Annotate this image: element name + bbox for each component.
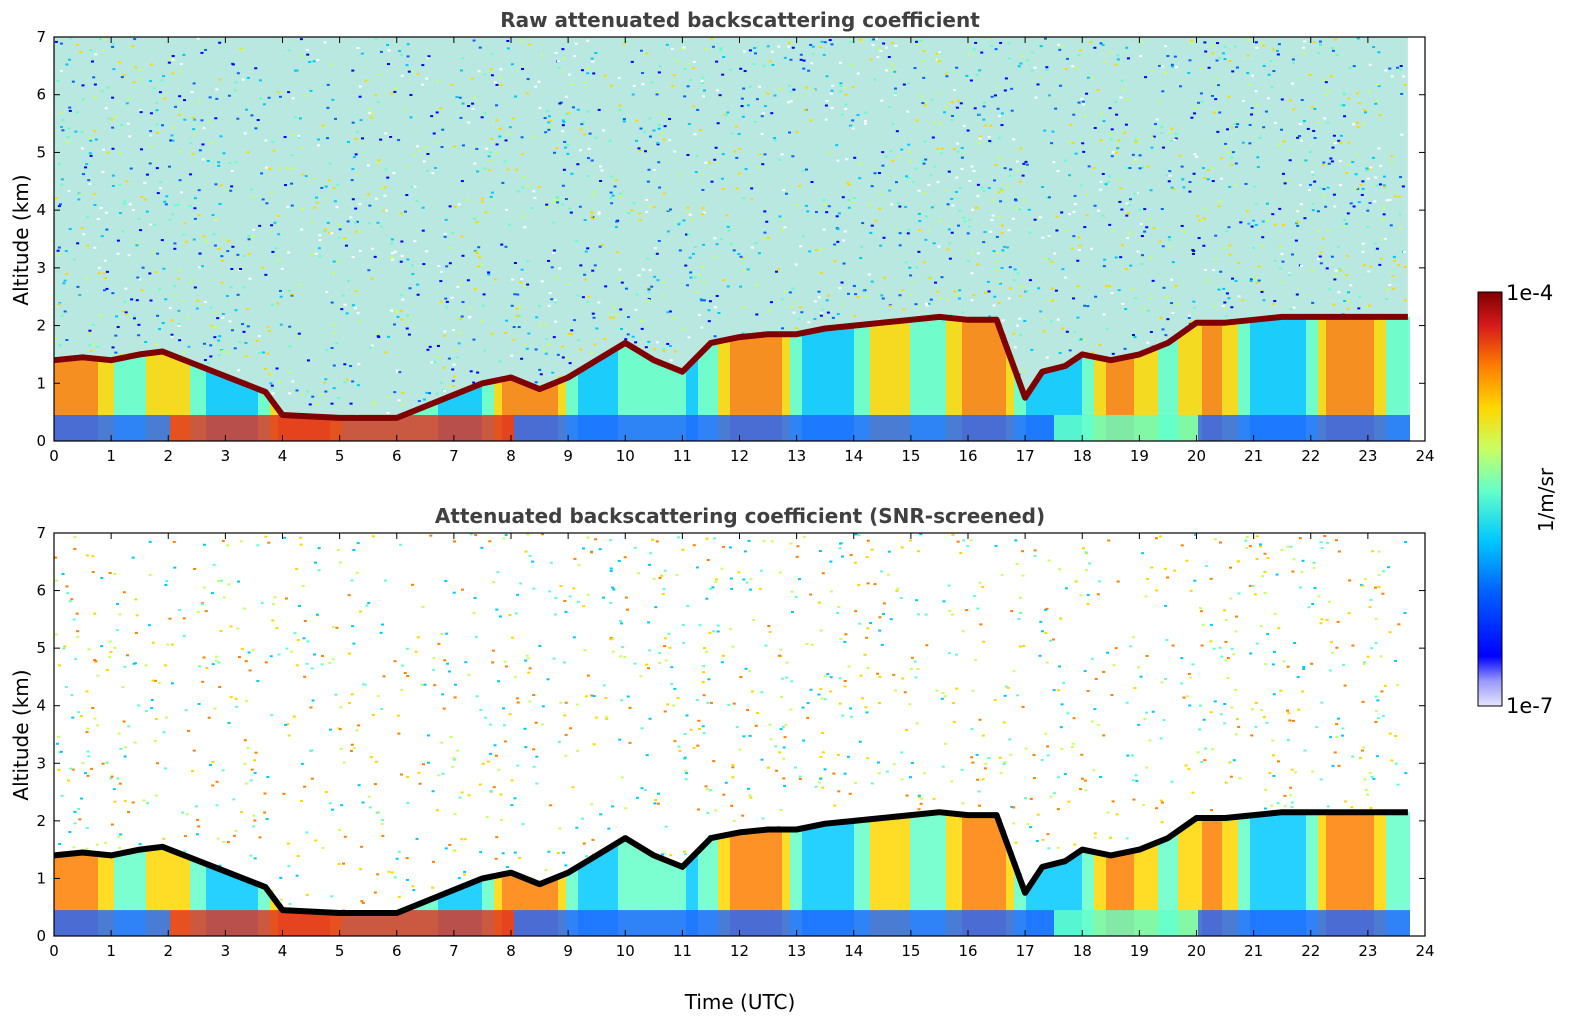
x-tick-label: 2	[163, 447, 173, 465]
y-axis-label: Altitude (km)	[9, 669, 33, 800]
x-tick-label: 13	[787, 942, 806, 960]
snr-screened-panel: Attenuated backscattering coefficient (S…	[9, 504, 1435, 1014]
y-tick-label: 2	[36, 317, 46, 335]
y-tick-label: 0	[36, 927, 46, 945]
x-tick-label: 2	[163, 942, 173, 960]
heatmap-area	[54, 37, 1410, 441]
x-tick-label: 8	[506, 447, 516, 465]
x-tick-label: 12	[730, 447, 749, 465]
x-tick-label: 8	[506, 942, 516, 960]
x-tick-label: 6	[392, 942, 402, 960]
y-tick-label: 1	[36, 374, 46, 392]
x-tick-label: 19	[1130, 942, 1149, 960]
x-tick-label: 21	[1244, 447, 1263, 465]
x-tick-label: 15	[901, 942, 920, 960]
panel-title: Attenuated backscattering coefficient (S…	[435, 504, 1045, 528]
x-tick-label: 17	[1016, 447, 1035, 465]
x-tick-label: 11	[673, 447, 692, 465]
colorbar-unit-label: 1/m/sr	[1534, 467, 1558, 532]
x-tick-label: 23	[1358, 447, 1377, 465]
x-tick-label: 16	[958, 447, 977, 465]
colorbar-min-label: 1e-7	[1506, 694, 1553, 718]
y-tick-label: 3	[36, 259, 46, 277]
x-tick-label: 0	[49, 942, 59, 960]
colorbar-max-label: 1e-4	[1506, 281, 1553, 305]
x-tick-label: 1	[106, 447, 116, 465]
x-tick-label: 4	[278, 942, 288, 960]
y-axis-label: Altitude (km)	[9, 174, 33, 305]
y-tick-label: 2	[36, 812, 46, 830]
y-tick-label: 5	[36, 143, 46, 161]
x-tick-label: 4	[278, 447, 288, 465]
y-tick-label: 5	[36, 639, 46, 657]
x-tick-label: 11	[673, 942, 692, 960]
y-tick-label: 7	[36, 28, 46, 46]
x-tick-label: 12	[730, 942, 749, 960]
y-tick-label: 7	[36, 524, 46, 542]
x-tick-label: 7	[449, 942, 459, 960]
y-tick-label: 0	[36, 432, 46, 450]
y-tick-label: 4	[36, 697, 46, 715]
y-tick-label: 3	[36, 754, 46, 772]
x-tick-label: 15	[901, 447, 920, 465]
y-tick-label: 6	[36, 582, 46, 600]
x-tick-label: 23	[1358, 942, 1377, 960]
colorbar: 1e-4 1e-7 1/m/sr	[1478, 281, 1558, 718]
x-tick-label: 19	[1130, 447, 1149, 465]
x-tick-label: 6	[392, 447, 402, 465]
x-tick-label: 9	[563, 447, 573, 465]
x-tick-label: 1	[106, 942, 116, 960]
x-tick-label: 9	[563, 942, 573, 960]
x-tick-label: 3	[221, 942, 231, 960]
x-tick-label: 14	[844, 942, 863, 960]
panel-title: Raw attenuated backscattering coefficien…	[500, 8, 980, 32]
x-tick-label: 14	[844, 447, 863, 465]
x-tick-label: 10	[616, 447, 635, 465]
x-tick-label: 17	[1016, 942, 1035, 960]
x-tick-label: 20	[1187, 942, 1206, 960]
x-tick-label: 16	[958, 942, 977, 960]
raw-backscatter-panel: Raw attenuated backscattering coefficien…	[9, 8, 1435, 465]
x-tick-label: 22	[1301, 942, 1320, 960]
x-tick-label: 0	[49, 447, 59, 465]
x-tick-label: 5	[335, 942, 345, 960]
x-tick-label: 20	[1187, 447, 1206, 465]
x-tick-label: 10	[616, 942, 635, 960]
y-tick-label: 6	[36, 86, 46, 104]
x-tick-label: 7	[449, 447, 459, 465]
x-tick-label: 13	[787, 447, 806, 465]
y-tick-label: 1	[36, 869, 46, 887]
x-tick-label: 22	[1301, 447, 1320, 465]
heatmap-area	[54, 533, 1410, 936]
colorbar-gradient	[1478, 292, 1502, 706]
x-tick-label: 18	[1073, 447, 1092, 465]
x-axis-label: Time (UTC)	[684, 990, 796, 1014]
x-tick-label: 21	[1244, 942, 1263, 960]
x-tick-label: 5	[335, 447, 345, 465]
y-tick-label: 4	[36, 201, 46, 219]
x-tick-label: 24	[1415, 447, 1434, 465]
x-tick-label: 24	[1415, 942, 1434, 960]
x-tick-label: 18	[1073, 942, 1092, 960]
x-tick-label: 3	[221, 447, 231, 465]
